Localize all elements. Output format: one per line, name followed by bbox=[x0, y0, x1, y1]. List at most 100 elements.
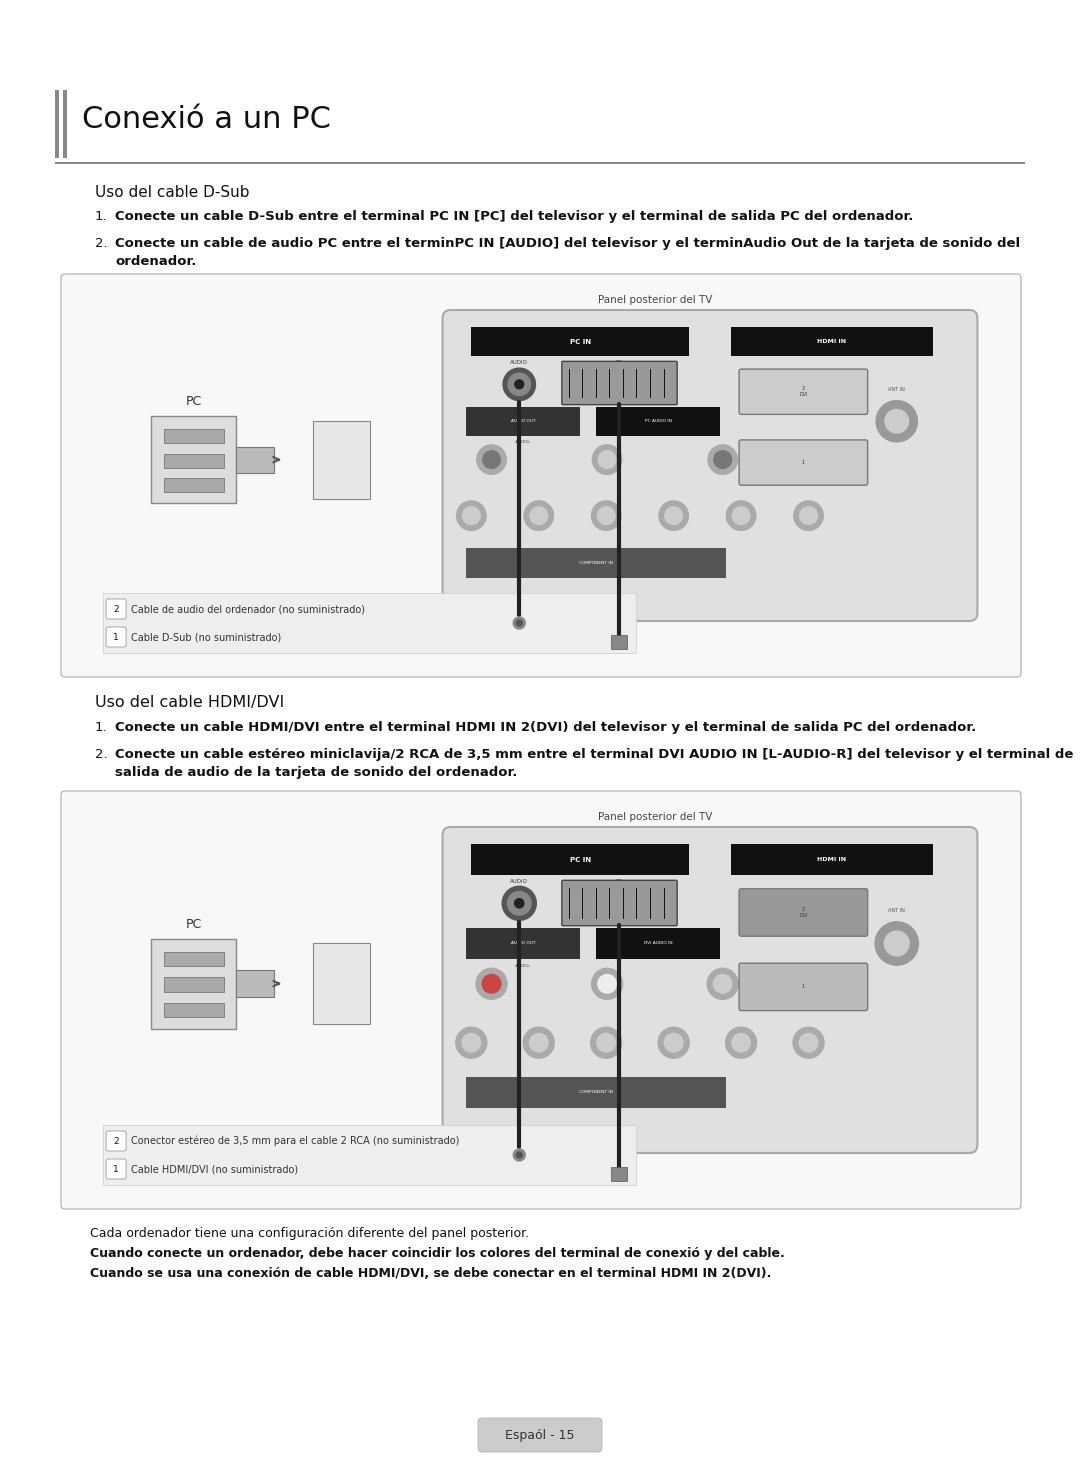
Text: Cable de audio del ordenador (no suministrado): Cable de audio del ordenador (no suminis… bbox=[131, 605, 365, 614]
Text: 2.: 2. bbox=[95, 748, 108, 760]
Text: HDMI IN: HDMI IN bbox=[818, 339, 847, 344]
Circle shape bbox=[707, 445, 738, 474]
Text: Panel posterior del TV: Panel posterior del TV bbox=[598, 295, 713, 305]
Circle shape bbox=[598, 975, 617, 993]
Circle shape bbox=[476, 445, 507, 474]
Bar bbox=[163, 951, 224, 966]
Circle shape bbox=[516, 1152, 523, 1157]
Circle shape bbox=[665, 507, 683, 525]
Bar bbox=[467, 928, 580, 959]
Circle shape bbox=[503, 368, 536, 400]
Text: Conector estéreo de 3,5 mm para el cable 2 RCA (no suministrado): Conector estéreo de 3,5 mm para el cable… bbox=[131, 1135, 459, 1146]
Circle shape bbox=[707, 968, 738, 999]
Text: Panel posterior del TV: Panel posterior del TV bbox=[598, 812, 713, 823]
Text: Uso del cable D-Sub: Uso del cable D-Sub bbox=[95, 185, 249, 200]
Circle shape bbox=[592, 968, 622, 999]
FancyBboxPatch shape bbox=[443, 310, 977, 621]
Text: salida de audio de la tarjeta de sonido del ordenador.: salida de audio de la tarjeta de sonido … bbox=[114, 766, 517, 780]
Circle shape bbox=[885, 409, 908, 433]
Text: Cable HDMI/DVI (no suministrado): Cable HDMI/DVI (no suministrado) bbox=[131, 1163, 298, 1174]
Circle shape bbox=[516, 619, 523, 625]
Text: PC IN: PC IN bbox=[570, 857, 591, 863]
Circle shape bbox=[502, 886, 537, 920]
Circle shape bbox=[727, 501, 756, 531]
Text: COMPONENT IN: COMPONENT IN bbox=[579, 560, 612, 565]
Circle shape bbox=[513, 617, 525, 628]
Text: AUDIO: AUDIO bbox=[511, 360, 528, 366]
Circle shape bbox=[524, 501, 554, 531]
Circle shape bbox=[529, 1033, 548, 1052]
Text: Cuando conecte un ordenador, debe hacer coincidir los colores del terminal de co: Cuando conecte un ordenador, debe hacer … bbox=[90, 1246, 785, 1260]
Text: PC: PC bbox=[186, 396, 202, 408]
Circle shape bbox=[799, 507, 818, 525]
FancyBboxPatch shape bbox=[106, 599, 126, 619]
Text: 1: 1 bbox=[113, 633, 119, 642]
Bar bbox=[596, 406, 720, 436]
FancyBboxPatch shape bbox=[739, 889, 867, 937]
Text: 2: 2 bbox=[113, 1137, 119, 1146]
Text: Conexió a un PC: Conexió a un PC bbox=[82, 105, 330, 135]
Bar bbox=[467, 1077, 726, 1109]
Bar bbox=[731, 328, 933, 356]
FancyBboxPatch shape bbox=[739, 440, 867, 485]
Text: 2
DVI: 2 DVI bbox=[799, 907, 808, 917]
Circle shape bbox=[658, 1027, 689, 1058]
FancyBboxPatch shape bbox=[562, 362, 677, 405]
Circle shape bbox=[799, 1033, 818, 1052]
Text: DVI AUDIO IN: DVI AUDIO IN bbox=[644, 941, 673, 946]
FancyBboxPatch shape bbox=[60, 791, 1021, 1209]
Text: PC: PC bbox=[616, 879, 623, 885]
Text: HDMI IN: HDMI IN bbox=[818, 857, 847, 863]
Circle shape bbox=[875, 922, 918, 965]
Text: AUDIO: AUDIO bbox=[511, 879, 528, 885]
Circle shape bbox=[591, 1027, 622, 1058]
Text: Cada ordenador tiene una configuración diferente del panel posterior.: Cada ordenador tiene una configuración d… bbox=[90, 1227, 529, 1240]
Text: Conecte un cable D-Sub entre el terminal PC IN [PC] del televisor y el terminal : Conecte un cable D-Sub entre el terminal… bbox=[114, 210, 914, 222]
Text: PC AUDIO IN: PC AUDIO IN bbox=[645, 419, 672, 424]
Bar bbox=[237, 446, 274, 473]
Text: 2: 2 bbox=[113, 605, 119, 614]
Text: ordenador.: ordenador. bbox=[114, 255, 197, 268]
Bar bbox=[467, 548, 726, 578]
Text: 1: 1 bbox=[801, 984, 805, 990]
FancyBboxPatch shape bbox=[739, 963, 867, 1011]
Text: 1: 1 bbox=[801, 459, 805, 465]
Text: Conecte un cable estéreo miniclavija/2 RCA​ de 3,5 mm entre el terminal DVI AUDI: Conecte un cable estéreo miniclavija/2 R… bbox=[114, 748, 1074, 760]
Circle shape bbox=[524, 1027, 554, 1058]
Bar bbox=[103, 593, 636, 654]
Circle shape bbox=[483, 451, 500, 468]
Bar bbox=[163, 430, 224, 443]
Bar bbox=[312, 943, 369, 1024]
Bar bbox=[731, 845, 933, 876]
Text: 1.: 1. bbox=[95, 722, 108, 734]
Circle shape bbox=[597, 507, 616, 525]
Bar bbox=[611, 1166, 627, 1181]
FancyBboxPatch shape bbox=[739, 369, 867, 415]
Bar bbox=[471, 328, 689, 356]
Text: ANT IN: ANT IN bbox=[889, 907, 905, 913]
Circle shape bbox=[508, 373, 530, 396]
Circle shape bbox=[515, 379, 524, 388]
Bar bbox=[63, 90, 67, 159]
Circle shape bbox=[476, 968, 507, 999]
Bar bbox=[151, 938, 237, 1029]
Bar bbox=[55, 162, 1025, 165]
Text: ANT IN: ANT IN bbox=[889, 387, 905, 391]
FancyBboxPatch shape bbox=[106, 1159, 126, 1180]
Text: 1: 1 bbox=[113, 1165, 119, 1174]
Bar bbox=[163, 453, 224, 467]
FancyBboxPatch shape bbox=[106, 627, 126, 648]
Text: PC: PC bbox=[186, 917, 202, 931]
Bar bbox=[163, 479, 224, 492]
Bar bbox=[467, 406, 580, 436]
Circle shape bbox=[456, 1027, 487, 1058]
Text: COMPONENT IN: COMPONENT IN bbox=[579, 1091, 612, 1094]
Text: Espaól - 15: Espaól - 15 bbox=[505, 1429, 575, 1442]
Bar bbox=[55, 90, 59, 159]
Circle shape bbox=[457, 501, 486, 531]
Circle shape bbox=[513, 1149, 525, 1160]
FancyBboxPatch shape bbox=[562, 880, 677, 926]
Circle shape bbox=[514, 898, 524, 908]
FancyBboxPatch shape bbox=[106, 1131, 126, 1152]
Circle shape bbox=[885, 931, 909, 956]
